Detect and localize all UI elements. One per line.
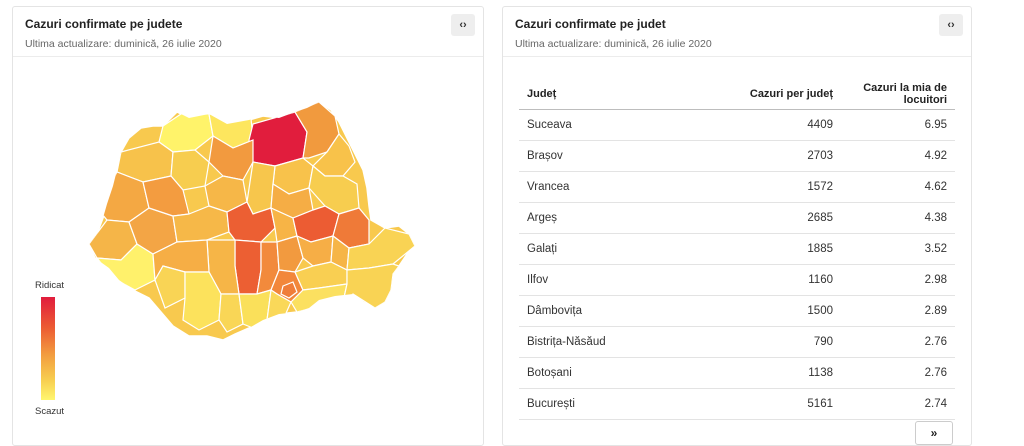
map-card-header: Cazuri confirmate pe judete Ultima actua…	[13, 7, 483, 57]
legend-color-scale	[41, 297, 55, 400]
cell-cases-per-thousand: 2.76	[841, 357, 955, 389]
county-teleorman	[238, 289, 272, 329]
table-row: Brașov 2703 4.92	[519, 140, 955, 172]
cell-cases: 1160	[715, 264, 841, 296]
county-olt	[218, 293, 244, 333]
table-row: Ilfov 1160 2.98	[519, 264, 955, 296]
embed-code-button[interactable]: ‹›	[451, 14, 475, 36]
cell-cases: 5161	[715, 388, 841, 420]
map-card-subtitle: Ultima actualizare: duminică, 26 iulie 2…	[25, 38, 222, 50]
county-dolj	[182, 271, 222, 331]
cell-county: București	[519, 388, 715, 420]
cell-county: Ilfov	[519, 264, 715, 296]
cell-cases-per-thousand: 4.38	[841, 202, 955, 234]
column-header-cases[interactable]: Cazuri per județ	[715, 79, 841, 110]
cell-county: Argeș	[519, 202, 715, 234]
cell-cases-per-thousand: 4.92	[841, 140, 955, 172]
county-bistrita	[208, 135, 254, 181]
county-sibiu	[172, 205, 230, 243]
cell-cases: 790	[715, 326, 841, 358]
cell-cases-per-thousand: 2.74	[841, 388, 955, 420]
cell-county: Dâmbovița	[519, 295, 715, 327]
cell-county: Brașov	[519, 140, 715, 172]
romania-map: Ridicat Scazut	[13, 58, 483, 438]
cell-county: Botoșani	[519, 357, 715, 389]
table-header-row: Județ Cazuri per județ Cazuri la mia de …	[519, 79, 955, 110]
cell-cases-per-thousand: 4.62	[841, 171, 955, 203]
column-header-cases-per-thousand[interactable]: Cazuri la mia de locuitori	[841, 79, 955, 110]
legend-high-label: Ridicat	[35, 280, 65, 291]
table-card: Cazuri confirmate pe judet Ultima actual…	[502, 6, 972, 446]
cell-cases-per-thousand: 6.95	[841, 109, 955, 141]
table-card-header: Cazuri confirmate pe judet Ultima actual…	[503, 7, 971, 57]
cell-cases-per-thousand: 2.76	[841, 326, 955, 358]
cell-cases: 1500	[715, 295, 841, 327]
table-card-title: Cazuri confirmate pe judet	[515, 17, 666, 31]
cell-cases: 1138	[715, 357, 841, 389]
county-constanta	[342, 263, 400, 309]
cell-cases: 2703	[715, 140, 841, 172]
table-row: Suceava 4409 6.95	[519, 109, 955, 141]
legend-low-label: Scazut	[35, 406, 65, 417]
table-row: Galați 1885 3.52	[519, 233, 955, 265]
table-row: Argeș 2685 4.38	[519, 202, 955, 234]
table-row: Dâmbovița 1500 2.89	[519, 295, 955, 327]
cell-cases: 4409	[715, 109, 841, 141]
counties-table: Județ Cazuri per județ Cazuri la mia de …	[519, 79, 955, 420]
cell-county: Suceava	[519, 109, 715, 141]
table-row: Botoșani 1138 2.76	[519, 357, 955, 389]
next-page-button[interactable]: »	[915, 421, 953, 445]
cell-cases-per-thousand: 3.52	[841, 233, 955, 265]
county-bucuresti	[280, 281, 298, 299]
cell-cases: 1885	[715, 233, 841, 265]
code-icon: ‹›	[459, 19, 467, 31]
county-prahova	[276, 235, 304, 273]
cell-cases-per-thousand: 2.98	[841, 264, 955, 296]
cell-county: Vrancea	[519, 171, 715, 203]
table-card-subtitle: Ultima actualizare: duminică, 26 iulie 2…	[515, 38, 712, 50]
cell-county: Bistrița-Năsăud	[519, 326, 715, 358]
table-row: Bistrița-Năsăud 790 2.76	[519, 326, 955, 358]
romania-map-svg	[88, 101, 416, 341]
map-card: Cazuri confirmate pe judete Ultima actua…	[12, 6, 484, 446]
table-row: Vrancea 1572 4.62	[519, 171, 955, 203]
double-chevron-right-icon: »	[930, 426, 938, 440]
table-row: București 5161 2.74	[519, 388, 955, 420]
county-arges	[234, 239, 262, 295]
cell-cases: 2685	[715, 202, 841, 234]
cell-cases-per-thousand: 2.89	[841, 295, 955, 327]
cell-cases: 1572	[715, 171, 841, 203]
embed-code-button[interactable]: ‹›	[939, 14, 963, 36]
map-card-title: Cazuri confirmate pe judete	[25, 17, 183, 31]
table-body: Suceava 4409 6.95 Brașov 2703 4.92 Vrancea 1572…	[519, 109, 955, 420]
cell-county: Galați	[519, 233, 715, 265]
code-icon: ‹›	[947, 19, 955, 31]
counties	[89, 102, 415, 333]
column-header-county[interactable]: Județ	[519, 79, 715, 110]
